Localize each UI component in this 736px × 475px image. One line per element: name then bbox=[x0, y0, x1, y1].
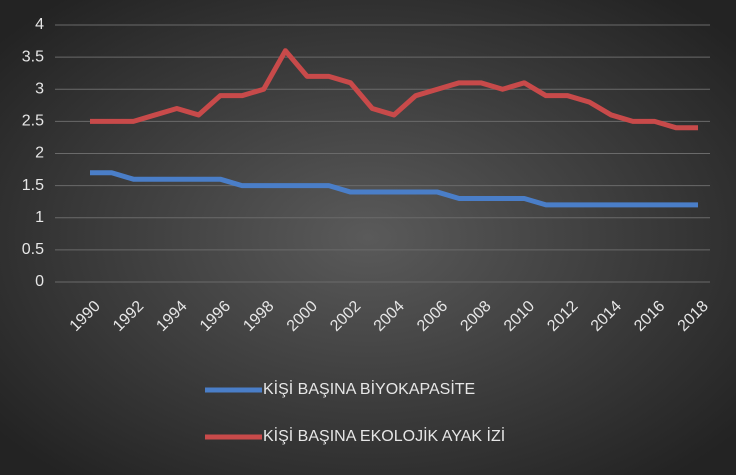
y-tick-label: 3 bbox=[35, 80, 44, 97]
legend-label: KİŞİ BAŞINA EKOLOJİK AYAK İZİ bbox=[263, 426, 505, 445]
y-tick-label: 0 bbox=[35, 273, 44, 290]
legend-label: KİŞİ BAŞINA BİYOKAPASİTE bbox=[263, 379, 475, 398]
y-tick-label: 2.5 bbox=[22, 113, 44, 130]
y-tick-label: 1 bbox=[35, 209, 44, 226]
series-line bbox=[90, 48, 698, 131]
y-tick-label: 4 bbox=[35, 16, 44, 33]
series-line bbox=[90, 170, 698, 208]
y-tick-label: 2 bbox=[35, 145, 44, 162]
y-tick-label: 0.5 bbox=[22, 241, 44, 258]
y-tick-label: 1.5 bbox=[22, 177, 44, 194]
y-tick-label: 3.5 bbox=[22, 48, 44, 65]
